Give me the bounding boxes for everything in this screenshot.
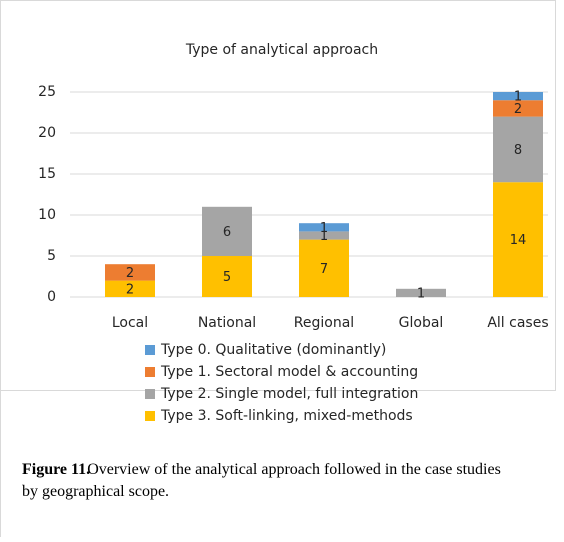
legend-label: Type 1. Sectoral model & accounting <box>160 364 418 380</box>
x-tick-label: Regional <box>294 315 354 331</box>
bar-segment <box>493 182 543 297</box>
bar-segment <box>493 100 543 117</box>
legend-swatch <box>145 389 155 399</box>
legend-label: Type 3. Soft-linking, mixed-methods <box>160 408 413 424</box>
chart-border <box>0 0 556 391</box>
x-tick-label: Global <box>399 315 444 331</box>
data-label: 2 <box>126 282 134 297</box>
data-label: 14 <box>510 233 527 248</box>
data-label: 5 <box>223 270 231 285</box>
data-label: 1 <box>514 90 522 105</box>
y-tick-label: 20 <box>38 125 56 141</box>
y-tick-label: 25 <box>38 84 56 100</box>
bar-segment <box>202 256 252 297</box>
y-tick-label: 0 <box>47 289 56 305</box>
chart-title: Type of analytical approach <box>185 42 378 58</box>
legend-swatch <box>145 345 155 355</box>
data-label: 1 <box>320 221 328 236</box>
y-tick-label: 15 <box>38 166 56 182</box>
data-label: 1 <box>417 286 425 301</box>
bar-segment <box>493 116 543 183</box>
data-label: 2 <box>126 266 134 281</box>
legend-swatch <box>145 367 155 377</box>
data-label: 7 <box>320 262 328 277</box>
caption: Figure 11. <box>22 461 90 478</box>
x-tick-label: All cases <box>487 315 548 331</box>
x-tick-label: National <box>198 315 256 331</box>
legend-label: Type 0. Qualitative (dominantly) <box>160 342 386 358</box>
data-label: 8 <box>514 143 522 158</box>
bar-segment <box>299 239 349 297</box>
data-label: 6 <box>223 225 231 240</box>
y-tick-label: 10 <box>38 207 56 223</box>
legend-swatch <box>145 411 155 421</box>
caption-text: Overview of the analytical approach foll… <box>22 461 501 500</box>
x-tick-label: Local <box>112 315 148 331</box>
bar-segment <box>105 280 155 297</box>
bar-segment <box>202 206 252 256</box>
bar-segment <box>493 92 543 101</box>
bar-segment <box>105 264 155 281</box>
y-tick-label: 5 <box>47 248 56 264</box>
legend-label: Type 2. Single model, full integration <box>160 386 418 402</box>
caption-line: by geographical scope. <box>22 483 169 500</box>
data-label: 2 <box>514 102 522 117</box>
caption-line: Overview of the analytical approach foll… <box>87 461 501 478</box>
bar-segment <box>299 223 349 232</box>
bar-segment <box>299 231 349 240</box>
data-label: 1 <box>320 229 328 244</box>
bar-segment <box>396 288 446 297</box>
caption-label: Figure 11. <box>22 461 90 478</box>
